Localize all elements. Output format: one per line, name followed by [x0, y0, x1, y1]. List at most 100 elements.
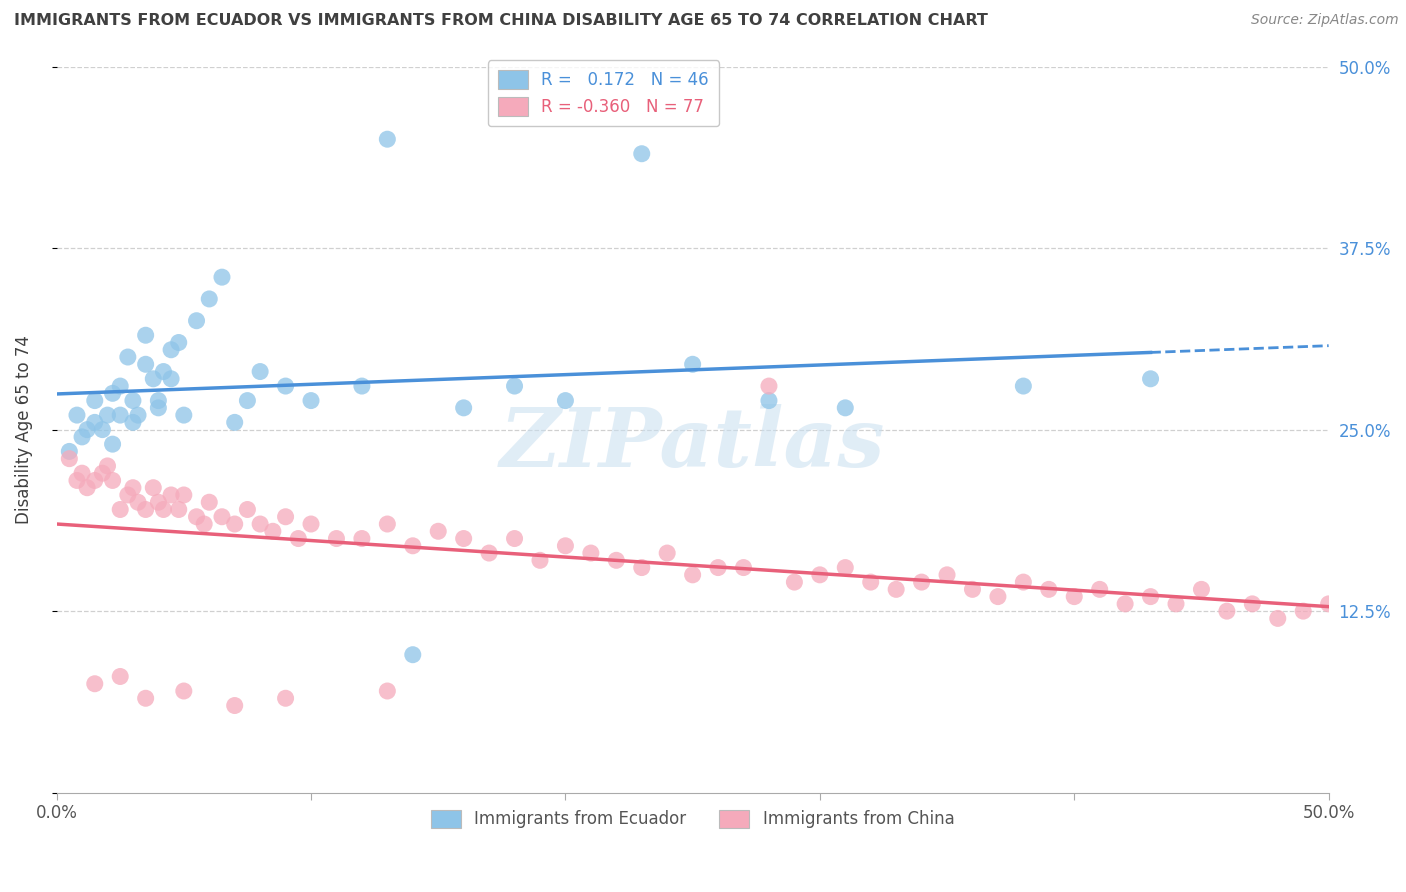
Point: [630, 146, 652, 161]
Point: [83, 393, 105, 408]
Point: [70, 430, 93, 444]
Point: [211, 509, 233, 524]
Point: [554, 539, 576, 553]
Point: [152, 365, 174, 379]
Point: [96, 458, 118, 473]
Point: [554, 393, 576, 408]
Point: [1241, 597, 1264, 611]
Point: [987, 590, 1010, 604]
Point: [1088, 582, 1111, 597]
Point: [66, 408, 89, 422]
Point: [135, 328, 157, 343]
Point: [579, 546, 602, 560]
Point: [148, 401, 170, 415]
Point: [299, 516, 322, 531]
Point: [350, 532, 373, 546]
Point: [167, 502, 190, 516]
Point: [287, 532, 309, 546]
Point: [101, 386, 124, 401]
Point: [605, 553, 627, 567]
Y-axis label: Disability Age 65 to 74: Disability Age 65 to 74: [15, 335, 32, 524]
Point: [76, 423, 98, 437]
Point: [427, 524, 450, 539]
Point: [453, 401, 475, 415]
Point: [834, 560, 856, 574]
Point: [1292, 604, 1315, 618]
Point: [83, 474, 105, 488]
Point: [682, 567, 704, 582]
Point: [402, 648, 425, 662]
Point: [453, 532, 475, 546]
Text: IMMIGRANTS FROM ECUADOR VS IMMIGRANTS FROM CHINA DISABILITY AGE 65 TO 74 CORRELA: IMMIGRANTS FROM ECUADOR VS IMMIGRANTS FR…: [14, 13, 988, 29]
Point: [375, 132, 398, 146]
Point: [1139, 590, 1161, 604]
Point: [160, 372, 183, 386]
Point: [274, 691, 297, 706]
Text: Source: ZipAtlas.com: Source: ZipAtlas.com: [1251, 13, 1399, 28]
Point: [224, 416, 246, 430]
Point: [224, 516, 246, 531]
Point: [110, 502, 132, 516]
Point: [110, 408, 132, 422]
Point: [1216, 604, 1239, 618]
Point: [83, 677, 105, 691]
Point: [91, 466, 114, 480]
Point: [70, 466, 93, 480]
Point: [122, 481, 145, 495]
Point: [249, 365, 271, 379]
Point: [503, 379, 526, 393]
Point: [1164, 597, 1187, 611]
Point: [160, 343, 183, 357]
Point: [142, 372, 165, 386]
Point: [135, 357, 157, 371]
Point: [478, 546, 501, 560]
Point: [249, 516, 271, 531]
Point: [1012, 575, 1035, 590]
Point: [1267, 611, 1289, 625]
Point: [117, 488, 139, 502]
Point: [936, 567, 959, 582]
Point: [503, 532, 526, 546]
Point: [58, 451, 80, 466]
Point: [224, 698, 246, 713]
Point: [160, 488, 183, 502]
Point: [198, 495, 221, 509]
Point: [152, 502, 174, 516]
Point: [122, 416, 145, 430]
Point: [101, 437, 124, 451]
Point: [236, 393, 259, 408]
Point: [83, 416, 105, 430]
Point: [117, 350, 139, 364]
Point: [1038, 582, 1060, 597]
Point: [325, 532, 347, 546]
Point: [186, 314, 208, 328]
Point: [682, 357, 704, 371]
Point: [1191, 582, 1213, 597]
Point: [758, 379, 780, 393]
Point: [76, 481, 98, 495]
Point: [1139, 372, 1161, 386]
Point: [350, 379, 373, 393]
Point: [783, 575, 806, 590]
Text: ZIPatlas: ZIPatlas: [501, 404, 886, 484]
Point: [127, 408, 149, 422]
Point: [834, 401, 856, 415]
Point: [148, 495, 170, 509]
Point: [66, 474, 89, 488]
Point: [529, 553, 551, 567]
Point: [167, 335, 190, 350]
Point: [1063, 590, 1085, 604]
Point: [186, 509, 208, 524]
Point: [193, 516, 215, 531]
Point: [148, 393, 170, 408]
Point: [657, 546, 679, 560]
Point: [1317, 597, 1340, 611]
Point: [859, 575, 882, 590]
Point: [142, 481, 165, 495]
Point: [707, 560, 730, 574]
Point: [96, 408, 118, 422]
Point: [733, 560, 755, 574]
Point: [299, 393, 322, 408]
Point: [135, 691, 157, 706]
Point: [262, 524, 284, 539]
